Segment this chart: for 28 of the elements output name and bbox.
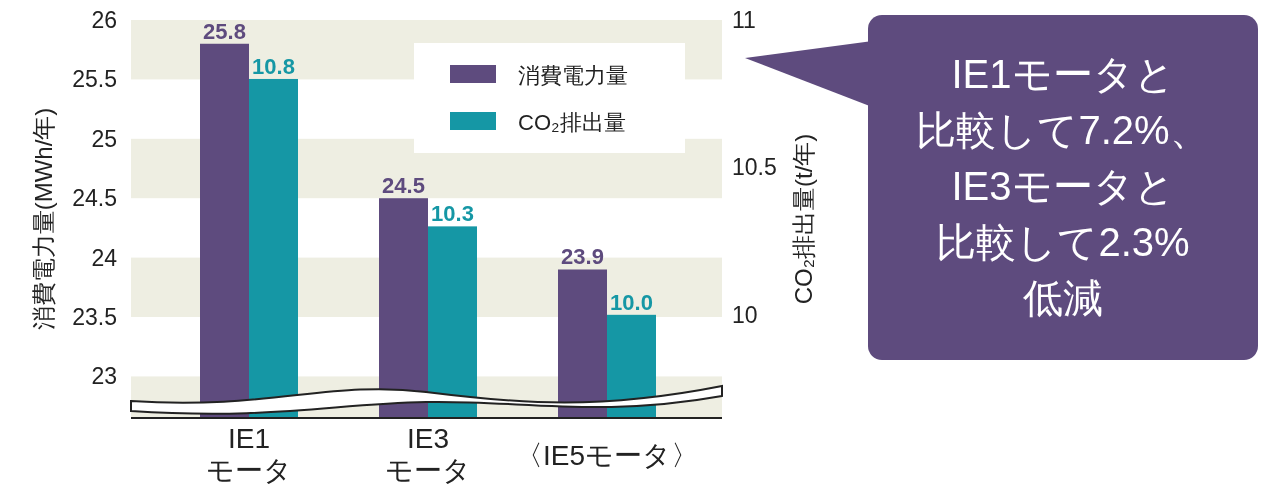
- data-label: 25.8: [203, 18, 246, 44]
- text: IE3モータと: [951, 164, 1175, 208]
- data-label: 23.9: [561, 244, 604, 270]
- y-tick-label: 23: [91, 363, 117, 390]
- data-label: 24.5: [382, 173, 425, 199]
- y2-tick-label: 11: [732, 7, 756, 33]
- text: 比較して2.3%: [936, 220, 1190, 264]
- text: IE1モータと: [951, 52, 1175, 96]
- legend-label: CO₂排出量: [518, 110, 626, 135]
- data-label: 10.0: [610, 289, 653, 315]
- x-tick-label: IE3 モータ: [385, 423, 471, 486]
- y-tick-label: 24: [91, 244, 118, 271]
- y-tick-label: 25.5: [72, 66, 117, 93]
- text: 比較して7.2%、: [916, 108, 1210, 152]
- legend-label: 消費電力量: [518, 63, 628, 88]
- x-tick-label: 〈IE5モータ〉: [514, 440, 700, 471]
- data-label: 10.3: [431, 201, 474, 227]
- y-tick-label: 24.5: [72, 185, 117, 212]
- data-label: 10.8: [252, 53, 295, 79]
- y2-axis-title: CO₂排出量(t/年): [790, 133, 817, 305]
- x-tick-label: IE1 モータ: [206, 423, 292, 486]
- y2-tick-label: 10: [732, 301, 758, 328]
- y2-tick-label: 10.5: [732, 154, 777, 181]
- y-axis-title: 消費電力量(MWh/年): [30, 107, 57, 331]
- text: 低減: [1023, 276, 1103, 320]
- y-tick-label: 23.5: [72, 304, 117, 331]
- y-tick-label: 26: [91, 7, 117, 33]
- y-tick-label: 25: [91, 125, 117, 152]
